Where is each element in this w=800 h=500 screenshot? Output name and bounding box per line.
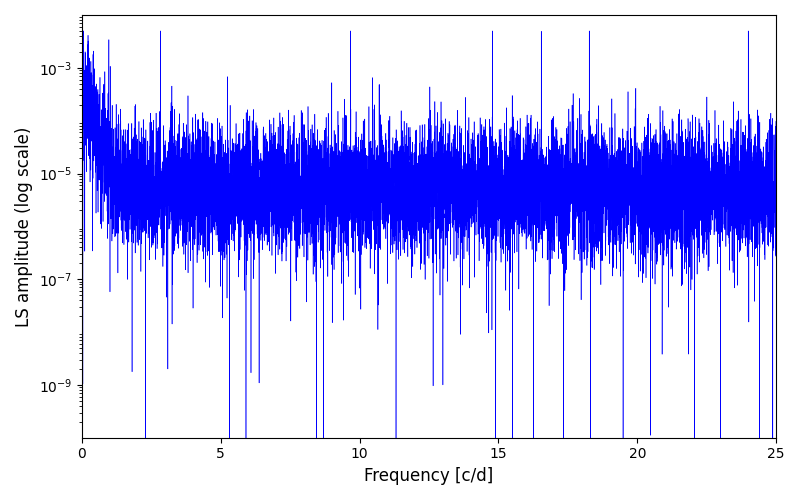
X-axis label: Frequency [c/d]: Frequency [c/d]: [364, 467, 494, 485]
Y-axis label: LS amplitude (log scale): LS amplitude (log scale): [15, 126, 33, 326]
